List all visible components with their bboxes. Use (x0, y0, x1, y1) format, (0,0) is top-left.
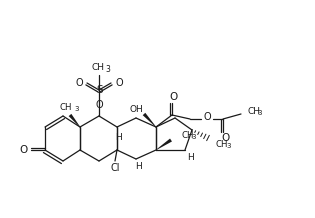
Text: 3: 3 (192, 134, 196, 140)
Text: O: O (203, 112, 211, 122)
Polygon shape (156, 139, 172, 150)
Polygon shape (69, 114, 80, 127)
Text: O: O (221, 133, 229, 143)
Text: CH: CH (91, 63, 105, 72)
Text: 3: 3 (75, 106, 79, 112)
Text: 3: 3 (106, 65, 111, 73)
Text: O: O (115, 78, 123, 88)
Text: CH: CH (216, 140, 228, 148)
Text: H: H (186, 153, 193, 162)
Text: OH: OH (129, 104, 143, 114)
Text: 3: 3 (258, 110, 262, 116)
Polygon shape (143, 113, 156, 127)
Text: S: S (97, 85, 103, 95)
Text: O: O (75, 78, 83, 88)
Text: O: O (95, 100, 103, 110)
Text: CH: CH (60, 102, 72, 111)
Text: O: O (20, 145, 28, 155)
Text: CH: CH (247, 107, 260, 116)
Text: H: H (116, 133, 122, 141)
Text: CH: CH (181, 131, 193, 140)
Text: Cl: Cl (110, 163, 120, 173)
Text: O: O (169, 92, 177, 102)
Text: 3: 3 (227, 143, 231, 149)
Text: H: H (136, 162, 142, 170)
